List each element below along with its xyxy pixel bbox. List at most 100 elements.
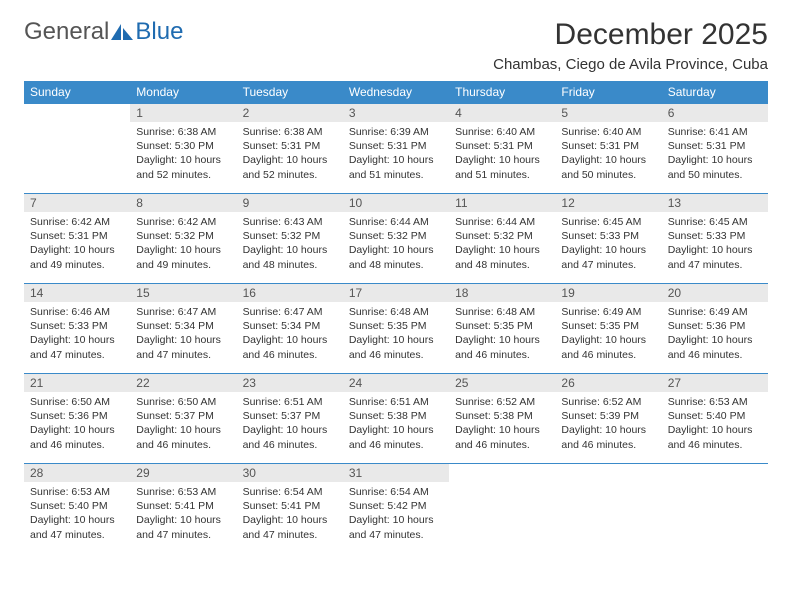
calendar-day-cell: 30Sunrise: 6:54 AMSunset: 5:41 PMDayligh… [237,464,343,554]
header: General Blue December 2025 Chambas, Cieg… [24,18,768,73]
day-details: Sunrise: 6:40 AMSunset: 5:31 PMDaylight:… [555,122,661,188]
day-number: 21 [24,374,130,392]
day-details: Sunrise: 6:51 AMSunset: 5:38 PMDaylight:… [343,392,449,458]
day-details: Sunrise: 6:53 AMSunset: 5:41 PMDaylight:… [130,482,236,548]
calendar-day-cell: 23Sunrise: 6:51 AMSunset: 5:37 PMDayligh… [237,374,343,464]
day-number: 12 [555,194,661,212]
day-number: 30 [237,464,343,482]
day-number: 18 [449,284,555,302]
day-details: Sunrise: 6:53 AMSunset: 5:40 PMDaylight:… [662,392,768,458]
day-header: Friday [555,81,661,104]
calendar-day-cell: 28Sunrise: 6:53 AMSunset: 5:40 PMDayligh… [24,464,130,554]
title-block: December 2025 Chambas, Ciego de Avila Pr… [493,18,768,73]
calendar-day-cell: 12Sunrise: 6:45 AMSunset: 5:33 PMDayligh… [555,194,661,284]
logo-text-blue: Blue [135,18,183,46]
calendar-day-cell: 27Sunrise: 6:53 AMSunset: 5:40 PMDayligh… [662,374,768,464]
calendar-day-cell: 21Sunrise: 6:50 AMSunset: 5:36 PMDayligh… [24,374,130,464]
day-number: 16 [237,284,343,302]
calendar-body: 1Sunrise: 6:38 AMSunset: 5:30 PMDaylight… [24,104,768,554]
day-details: Sunrise: 6:38 AMSunset: 5:30 PMDaylight:… [130,122,236,188]
day-number: 7 [24,194,130,212]
day-number: 29 [130,464,236,482]
day-number: 2 [237,104,343,122]
day-details: Sunrise: 6:44 AMSunset: 5:32 PMDaylight:… [343,212,449,278]
day-number: 14 [24,284,130,302]
day-number: 3 [343,104,449,122]
day-number: 11 [449,194,555,212]
day-number: 1 [130,104,236,122]
day-details: Sunrise: 6:48 AMSunset: 5:35 PMDaylight:… [449,302,555,368]
day-number: 26 [555,374,661,392]
day-number: 9 [237,194,343,212]
calendar-day-cell: 6Sunrise: 6:41 AMSunset: 5:31 PMDaylight… [662,104,768,194]
calendar-day-cell: 17Sunrise: 6:48 AMSunset: 5:35 PMDayligh… [343,284,449,374]
calendar-day-cell: 4Sunrise: 6:40 AMSunset: 5:31 PMDaylight… [449,104,555,194]
day-details: Sunrise: 6:51 AMSunset: 5:37 PMDaylight:… [237,392,343,458]
logo: General Blue [24,18,183,46]
day-details: Sunrise: 6:43 AMSunset: 5:32 PMDaylight:… [237,212,343,278]
day-number: 8 [130,194,236,212]
day-details: Sunrise: 6:41 AMSunset: 5:31 PMDaylight:… [662,122,768,188]
day-details: Sunrise: 6:46 AMSunset: 5:33 PMDaylight:… [24,302,130,368]
day-number: 4 [449,104,555,122]
logo-text-general: General [24,18,109,46]
day-number: 20 [662,284,768,302]
day-number: 6 [662,104,768,122]
calendar-day-cell: 18Sunrise: 6:48 AMSunset: 5:35 PMDayligh… [449,284,555,374]
day-details: Sunrise: 6:47 AMSunset: 5:34 PMDaylight:… [130,302,236,368]
calendar-day-cell: 20Sunrise: 6:49 AMSunset: 5:36 PMDayligh… [662,284,768,374]
month-title: December 2025 [493,18,768,52]
calendar-day-cell: 24Sunrise: 6:51 AMSunset: 5:38 PMDayligh… [343,374,449,464]
day-details: Sunrise: 6:44 AMSunset: 5:32 PMDaylight:… [449,212,555,278]
day-number: 24 [343,374,449,392]
day-number: 19 [555,284,661,302]
day-details: Sunrise: 6:54 AMSunset: 5:41 PMDaylight:… [237,482,343,548]
day-header: Sunday [24,81,130,104]
calendar-day-cell [449,464,555,554]
day-details: Sunrise: 6:40 AMSunset: 5:31 PMDaylight:… [449,122,555,188]
day-details: Sunrise: 6:39 AMSunset: 5:31 PMDaylight:… [343,122,449,188]
day-number: 13 [662,194,768,212]
day-number: 25 [449,374,555,392]
calendar-week-row: 14Sunrise: 6:46 AMSunset: 5:33 PMDayligh… [24,284,768,374]
day-details: Sunrise: 6:48 AMSunset: 5:35 PMDaylight:… [343,302,449,368]
calendar-day-cell: 31Sunrise: 6:54 AMSunset: 5:42 PMDayligh… [343,464,449,554]
day-details: Sunrise: 6:53 AMSunset: 5:40 PMDaylight:… [24,482,130,548]
day-number: 27 [662,374,768,392]
calendar-day-cell: 13Sunrise: 6:45 AMSunset: 5:33 PMDayligh… [662,194,768,284]
sail-icon [111,24,133,40]
day-details: Sunrise: 6:49 AMSunset: 5:36 PMDaylight:… [662,302,768,368]
day-details: Sunrise: 6:38 AMSunset: 5:31 PMDaylight:… [237,122,343,188]
calendar-day-cell: 10Sunrise: 6:44 AMSunset: 5:32 PMDayligh… [343,194,449,284]
calendar-day-cell: 3Sunrise: 6:39 AMSunset: 5:31 PMDaylight… [343,104,449,194]
day-details: Sunrise: 6:50 AMSunset: 5:36 PMDaylight:… [24,392,130,458]
calendar-day-cell: 25Sunrise: 6:52 AMSunset: 5:38 PMDayligh… [449,374,555,464]
calendar-week-row: 28Sunrise: 6:53 AMSunset: 5:40 PMDayligh… [24,464,768,554]
calendar-table: SundayMondayTuesdayWednesdayThursdayFrid… [24,81,768,554]
calendar-week-row: 1Sunrise: 6:38 AMSunset: 5:30 PMDaylight… [24,104,768,194]
day-number: 28 [24,464,130,482]
day-number: 31 [343,464,449,482]
calendar-day-cell: 26Sunrise: 6:52 AMSunset: 5:39 PMDayligh… [555,374,661,464]
calendar-week-row: 21Sunrise: 6:50 AMSunset: 5:36 PMDayligh… [24,374,768,464]
day-number: 5 [555,104,661,122]
calendar-day-cell: 22Sunrise: 6:50 AMSunset: 5:37 PMDayligh… [130,374,236,464]
day-number: 22 [130,374,236,392]
day-details: Sunrise: 6:45 AMSunset: 5:33 PMDaylight:… [662,212,768,278]
day-number: 17 [343,284,449,302]
calendar-day-cell: 7Sunrise: 6:42 AMSunset: 5:31 PMDaylight… [24,194,130,284]
day-details: Sunrise: 6:52 AMSunset: 5:38 PMDaylight:… [449,392,555,458]
day-header: Monday [130,81,236,104]
calendar-day-cell [555,464,661,554]
day-number: 15 [130,284,236,302]
calendar-day-cell [662,464,768,554]
calendar-day-cell: 15Sunrise: 6:47 AMSunset: 5:34 PMDayligh… [130,284,236,374]
day-header: Tuesday [237,81,343,104]
day-details: Sunrise: 6:47 AMSunset: 5:34 PMDaylight:… [237,302,343,368]
day-details: Sunrise: 6:45 AMSunset: 5:33 PMDaylight:… [555,212,661,278]
calendar-day-cell: 9Sunrise: 6:43 AMSunset: 5:32 PMDaylight… [237,194,343,284]
day-header: Thursday [449,81,555,104]
calendar-day-cell: 5Sunrise: 6:40 AMSunset: 5:31 PMDaylight… [555,104,661,194]
day-details: Sunrise: 6:50 AMSunset: 5:37 PMDaylight:… [130,392,236,458]
calendar-day-cell: 29Sunrise: 6:53 AMSunset: 5:41 PMDayligh… [130,464,236,554]
